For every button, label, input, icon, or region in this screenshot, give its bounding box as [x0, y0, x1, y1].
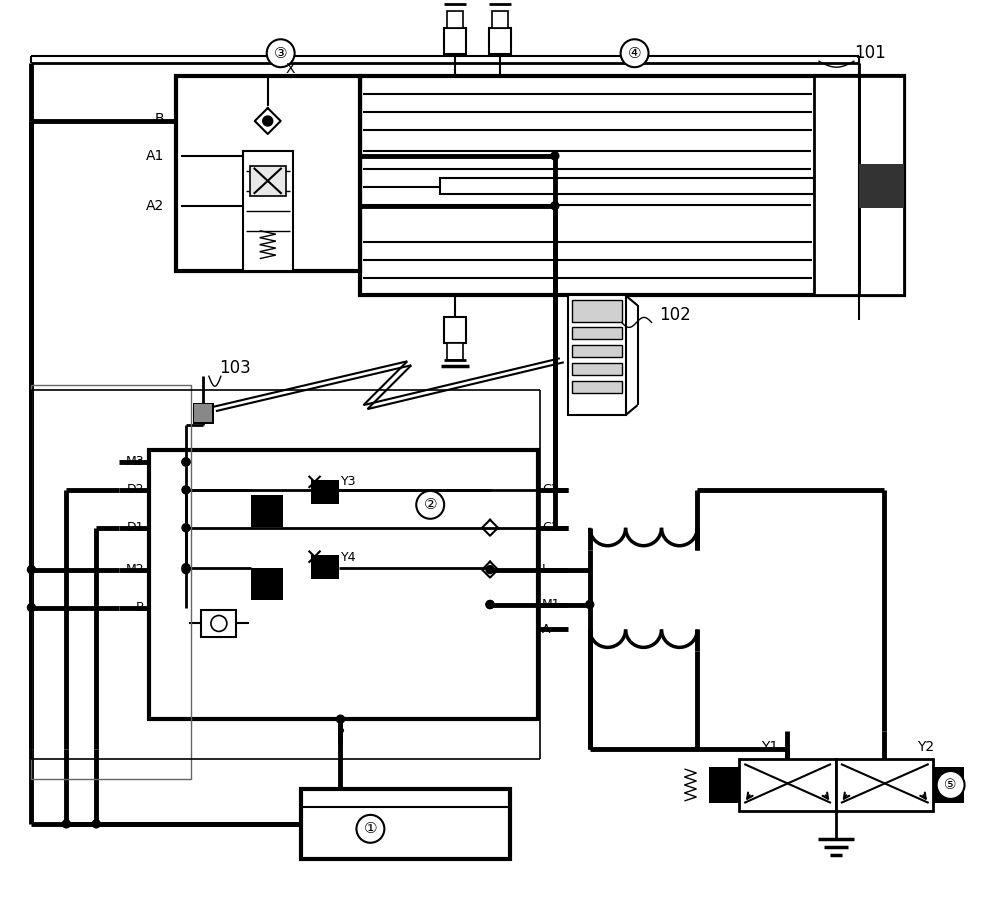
Circle shape — [27, 565, 35, 574]
Circle shape — [486, 565, 494, 574]
Text: M3: M3 — [125, 456, 144, 468]
Circle shape — [62, 820, 70, 828]
Bar — [251, 567, 283, 600]
Bar — [859, 164, 904, 208]
Text: ①: ① — [364, 822, 377, 836]
Bar — [568, 296, 626, 415]
Bar — [149, 450, 538, 719]
Bar — [836, 759, 933, 811]
Circle shape — [267, 40, 295, 67]
Text: P: P — [337, 726, 344, 740]
Bar — [440, 178, 814, 194]
Circle shape — [182, 458, 190, 466]
Bar — [572, 300, 622, 323]
Circle shape — [263, 116, 273, 126]
Text: A2: A2 — [146, 199, 164, 213]
Circle shape — [486, 601, 494, 609]
Text: 102: 102 — [660, 307, 691, 325]
Bar — [572, 363, 622, 375]
Bar — [444, 317, 466, 343]
Bar — [194, 405, 212, 423]
Text: Y1: Y1 — [761, 740, 778, 754]
Text: B: B — [154, 112, 164, 126]
Bar — [250, 166, 286, 196]
Bar — [859, 76, 904, 296]
Bar — [444, 28, 466, 54]
Circle shape — [586, 601, 594, 609]
Text: ③: ③ — [274, 46, 287, 61]
Bar — [201, 610, 236, 637]
Bar — [176, 76, 360, 271]
Circle shape — [416, 491, 444, 519]
Bar — [739, 759, 836, 811]
Bar — [489, 28, 511, 54]
Circle shape — [621, 40, 649, 67]
Text: Y3: Y3 — [340, 476, 356, 488]
Text: Y4: Y4 — [340, 551, 356, 565]
Text: A: A — [542, 623, 550, 636]
Text: D2: D2 — [127, 484, 144, 496]
Circle shape — [182, 485, 190, 494]
Bar — [492, 12, 508, 28]
Text: Y2: Y2 — [917, 740, 934, 754]
Circle shape — [337, 716, 344, 723]
Bar — [301, 789, 510, 859]
Text: C2: C2 — [542, 484, 558, 496]
Circle shape — [92, 820, 100, 828]
Bar — [709, 767, 739, 803]
Circle shape — [182, 458, 190, 466]
Circle shape — [182, 564, 190, 572]
Circle shape — [551, 152, 559, 160]
Bar — [572, 345, 622, 357]
Bar — [311, 555, 339, 579]
Bar — [360, 76, 904, 296]
Circle shape — [551, 201, 559, 209]
Circle shape — [182, 524, 190, 531]
Text: M2: M2 — [125, 563, 144, 576]
Circle shape — [486, 601, 494, 609]
Bar — [447, 12, 463, 28]
Bar — [934, 767, 964, 803]
Bar — [194, 405, 212, 423]
Bar — [814, 76, 859, 296]
Circle shape — [356, 814, 384, 842]
Text: 103: 103 — [219, 360, 251, 378]
Text: C1: C1 — [542, 521, 558, 534]
Text: 101: 101 — [854, 44, 886, 62]
Circle shape — [211, 616, 227, 631]
Text: M1: M1 — [542, 598, 560, 611]
Bar — [572, 381, 622, 393]
Text: X: X — [286, 62, 295, 76]
Text: ④: ④ — [628, 46, 641, 61]
Bar — [311, 480, 339, 503]
Circle shape — [182, 565, 190, 574]
Bar — [194, 405, 212, 423]
Text: ⑤: ⑤ — [944, 778, 957, 792]
Text: D1: D1 — [127, 521, 144, 534]
Bar — [251, 494, 283, 527]
Bar — [572, 327, 622, 339]
Text: B: B — [135, 601, 144, 614]
Text: L: L — [542, 563, 549, 576]
Text: ②: ② — [423, 497, 437, 512]
Bar — [243, 151, 293, 271]
Text: A1: A1 — [146, 149, 164, 163]
Circle shape — [27, 603, 35, 611]
Bar — [447, 343, 463, 360]
Circle shape — [937, 771, 965, 799]
Bar — [31, 385, 191, 779]
